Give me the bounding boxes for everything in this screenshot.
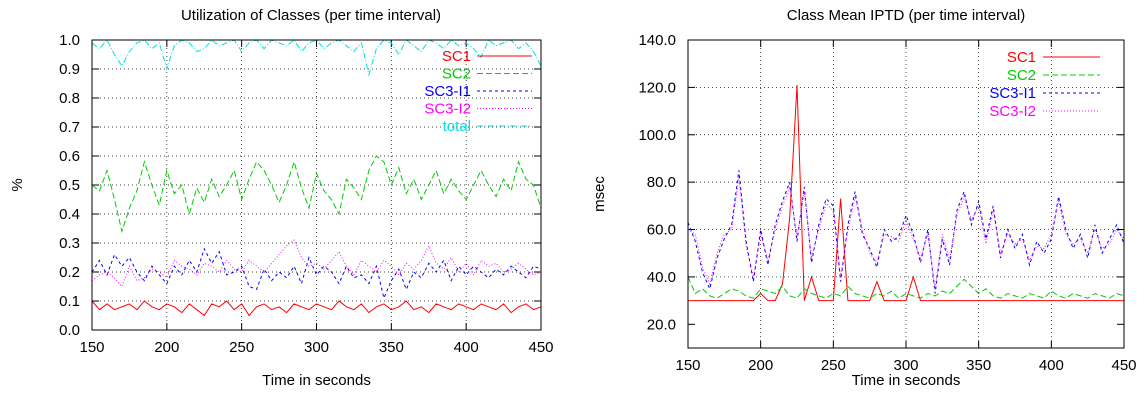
series-line-total (91, 39, 542, 77)
x-tick-label: 150 (675, 357, 700, 374)
x-tick-label: 200 (748, 357, 773, 374)
x-tick-label: 300 (893, 357, 918, 374)
x-tick-label: 300 (304, 339, 329, 356)
legend-label: SC3-I2 (424, 101, 471, 118)
chart-title: Class Mean IPTD (per time interval) (787, 7, 1025, 24)
legend-label: SC3-I1 (424, 83, 471, 100)
y-tick-label: 20.0 (647, 316, 676, 333)
x-axis-label: Time in seconds (852, 372, 961, 389)
y-axis-label: % (9, 178, 26, 191)
series-line-sc2 (91, 155, 542, 234)
y-tick-label: 0.3 (59, 235, 80, 252)
y-tick-label: 0.9 (59, 61, 80, 78)
y-tick-label: 0.0 (59, 322, 80, 339)
legend-label: SC1 (442, 48, 471, 65)
legend-label: SC1 (1007, 49, 1036, 66)
series-line-sc3-i2 (91, 239, 542, 288)
x-axis-label: Time in seconds (262, 372, 371, 389)
y-tick-label: 100.0 (638, 127, 676, 144)
x-tick-label: 350 (379, 339, 404, 356)
y-tick-label: 0.7 (59, 119, 80, 136)
y-tick-label: 0.6 (59, 148, 80, 165)
y-tick-label: 120.0 (638, 79, 676, 96)
series-line-sc3-i1 (91, 247, 542, 300)
chart-1: Utilization of Classes (per time interva… (9, 7, 554, 389)
x-tick-label: 400 (1039, 357, 1064, 374)
plot-frame (687, 39, 1125, 349)
y-tick-label: 0.1 (59, 293, 80, 310)
plot-frame (91, 39, 542, 331)
y-tick-label: 1.0 (59, 32, 80, 49)
y-tick-label: 0.5 (59, 177, 80, 194)
y-tick-label: 0.4 (59, 206, 80, 223)
x-tick-label: 250 (229, 339, 254, 356)
legend-label: SC2 (442, 66, 471, 83)
x-tick-label: 450 (1111, 357, 1136, 374)
y-tick-label: 0.8 (59, 90, 80, 107)
y-tick-label: 80.0 (647, 174, 676, 191)
y-tick-label: 140.0 (638, 32, 676, 49)
chart-title: Utilization of Classes (per time interva… (181, 7, 441, 24)
legend-label: SC2 (1007, 67, 1036, 84)
legend-label: SC3-I2 (989, 103, 1036, 120)
x-tick-label: 250 (821, 357, 846, 374)
x-tick-label: 450 (528, 339, 553, 356)
y-tick-label: 0.2 (59, 264, 80, 281)
chart-2: Class Mean IPTD (per time interval) 20.0 4… (591, 7, 1137, 389)
x-tick-label: 150 (79, 339, 104, 356)
legend-label: SC3-I1 (989, 85, 1036, 102)
x-tick-label: 200 (154, 339, 179, 356)
y-tick-label: 40.0 (647, 269, 676, 286)
series-line-sc1 (91, 300, 542, 317)
x-tick-label: 400 (454, 339, 479, 356)
legend-label: total (443, 118, 471, 135)
series-line-sc1 (688, 84, 1124, 302)
x-tick-label: 350 (966, 357, 991, 374)
y-axis-label: msec (591, 176, 608, 212)
y-tick-label: 60.0 (647, 222, 676, 239)
